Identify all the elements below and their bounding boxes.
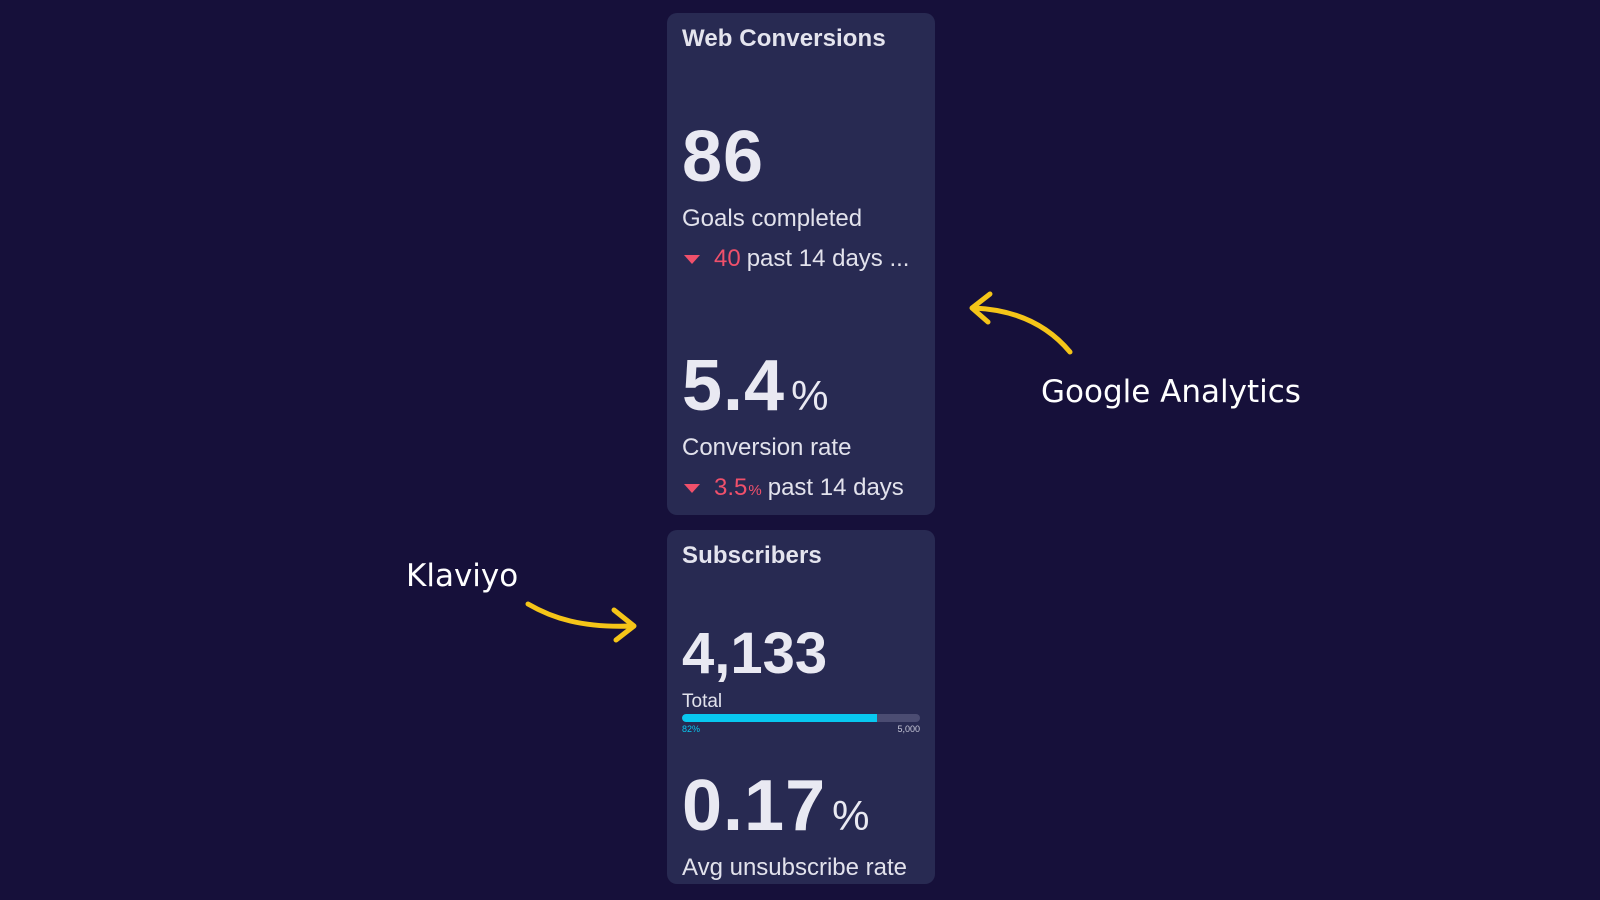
unsubscribe-rate-unit: %	[832, 792, 871, 839]
conversion-rate-number: 5.4	[682, 346, 786, 426]
unsubscribe-rate-metric: 0.17% Avg unsubscribe rate	[682, 770, 920, 882]
subscribers-progress: 82% 5,000	[682, 714, 920, 734]
unsubscribe-rate-label: Avg unsubscribe rate	[682, 854, 908, 881]
goals-completed-value: 86	[682, 117, 765, 197]
conversion-rate-delta: 3.5 % past 14 days	[682, 474, 920, 502]
trend-down-icon	[684, 483, 700, 493]
klaviyo-annotation: Klaviyo	[406, 558, 519, 594]
goals-completed-metric: 86 Goals completed 40 past 14 days ...	[682, 121, 920, 273]
conversion-rate-delta-unit: %	[748, 482, 762, 499]
conversion-rate-label: Conversion rate	[682, 434, 852, 461]
subscribers-card: Subscribers 4,133 Total 82% 5,000 0.17% …	[667, 530, 935, 884]
arrow-left-icon	[969, 291, 1073, 355]
conversion-rate-delta-value: 3.5	[714, 474, 748, 501]
trend-down-icon	[684, 254, 700, 264]
progress-fill	[682, 714, 878, 722]
goals-completed-label: Goals completed	[682, 205, 863, 232]
goals-delta: 40 past 14 days ...	[682, 245, 920, 273]
conversion-rate-unit: %	[791, 372, 830, 419]
arrow-right-icon	[525, 601, 637, 643]
conversion-rate-metric: 5.4% Conversion rate 3.5 % past 14 days	[682, 350, 920, 502]
card-title: Web Conversions	[682, 25, 886, 52]
unsubscribe-rate-number: 0.17	[682, 766, 827, 846]
progress-track	[682, 714, 920, 722]
goals-delta-value: 40	[714, 245, 741, 272]
subscribers-total-metric: 4,133 Total	[682, 625, 920, 713]
goals-delta-text: past 14 days ...	[746, 245, 910, 272]
progress-percent: 82%	[682, 724, 701, 734]
conversion-rate-delta-text: past 14 days	[767, 474, 904, 501]
subscribers-total-label: Total	[682, 691, 723, 712]
subscribers-total-value: 4,133	[682, 621, 828, 686]
conversion-rate-value: 5.4%	[682, 350, 920, 422]
web-conversions-card: Web Conversions 86 Goals completed 40 pa…	[667, 13, 935, 515]
progress-labels: 82% 5,000	[682, 724, 920, 734]
progress-max: 5,000	[897, 724, 920, 734]
google-analytics-annotation: Google Analytics	[1041, 374, 1301, 410]
unsubscribe-rate-value: 0.17%	[682, 770, 920, 842]
card-title: Subscribers	[682, 542, 822, 569]
